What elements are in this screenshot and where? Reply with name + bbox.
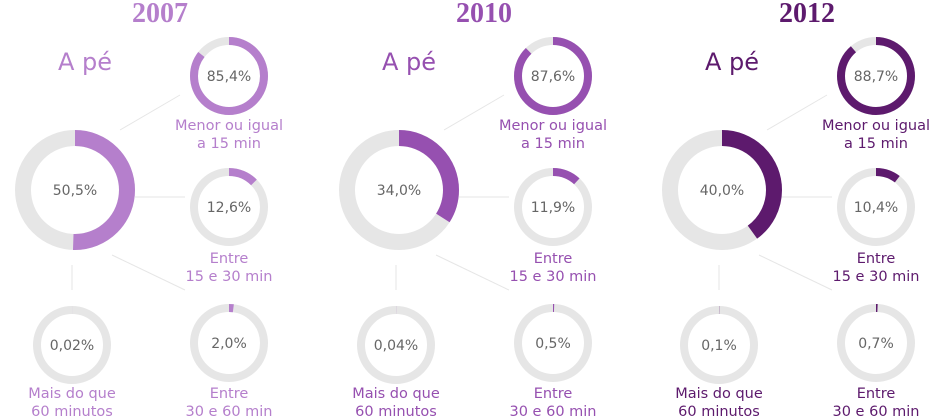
value-label: 10,4% [854, 200, 898, 216]
donut-arc [514, 168, 592, 246]
panel-title: 2012 [779, 0, 835, 29]
category-label: Entre 30 e 60 min [510, 386, 597, 419]
value-label: 0,04% [374, 338, 418, 354]
value-label: 50,5% [53, 183, 97, 199]
connector [435, 254, 510, 291]
donut-arc [33, 306, 111, 384]
donut-arc [190, 304, 268, 382]
donut-arc [680, 306, 758, 384]
donut-arc [190, 168, 268, 246]
donut-arc [514, 304, 592, 382]
connector [119, 94, 181, 131]
panel-subtitle: A pé [382, 48, 436, 76]
value-label: 87,6% [531, 69, 575, 85]
category-label: Menor ou igual a 15 min [499, 118, 607, 152]
connector [758, 254, 833, 291]
category-label: Entre 30 e 60 min [186, 386, 273, 419]
connector [766, 94, 828, 131]
donut-arc [190, 37, 268, 115]
value-label: 40,0% [700, 183, 744, 199]
panel-title: 2010 [456, 0, 512, 29]
donut-arc [15, 130, 135, 250]
panel-subtitle: A pé [58, 48, 112, 76]
category-label: Mais do que 60 minutos [352, 386, 440, 419]
donut-arc [837, 168, 915, 246]
donut-arc [514, 37, 592, 115]
category-label: Menor ou igual a 15 min [822, 118, 930, 152]
category-label: Mais do que 60 minutos [28, 386, 116, 419]
value-label: 88,7% [854, 69, 898, 85]
category-label: Mais do que 60 minutos [675, 386, 763, 419]
category-label: Menor ou igual a 15 min [175, 118, 283, 152]
connector [111, 254, 186, 291]
value-label: 0,7% [858, 336, 894, 352]
panel-subtitle: A pé [705, 48, 759, 76]
value-label: 11,9% [531, 200, 575, 216]
category-label: Entre 15 e 30 min [510, 251, 597, 285]
category-label: Entre 15 e 30 min [833, 251, 920, 285]
connector [443, 94, 505, 131]
value-label: 0,02% [50, 338, 94, 354]
category-label: Entre 30 e 60 min [833, 386, 920, 419]
value-label: 0,5% [535, 336, 571, 352]
value-label: 2,0% [211, 336, 247, 352]
donut-arc [837, 37, 915, 115]
category-label: Entre 15 e 30 min [186, 251, 273, 285]
panel-title: 2007 [132, 0, 188, 29]
donut-arc [837, 304, 915, 382]
donut-arc [662, 130, 782, 250]
value-label: 85,4% [207, 69, 251, 85]
value-label: 12,6% [207, 200, 251, 216]
value-label: 34,0% [377, 183, 421, 199]
value-label: 0,1% [701, 338, 737, 354]
donut-arc [339, 130, 459, 250]
donut-arc [357, 306, 435, 384]
